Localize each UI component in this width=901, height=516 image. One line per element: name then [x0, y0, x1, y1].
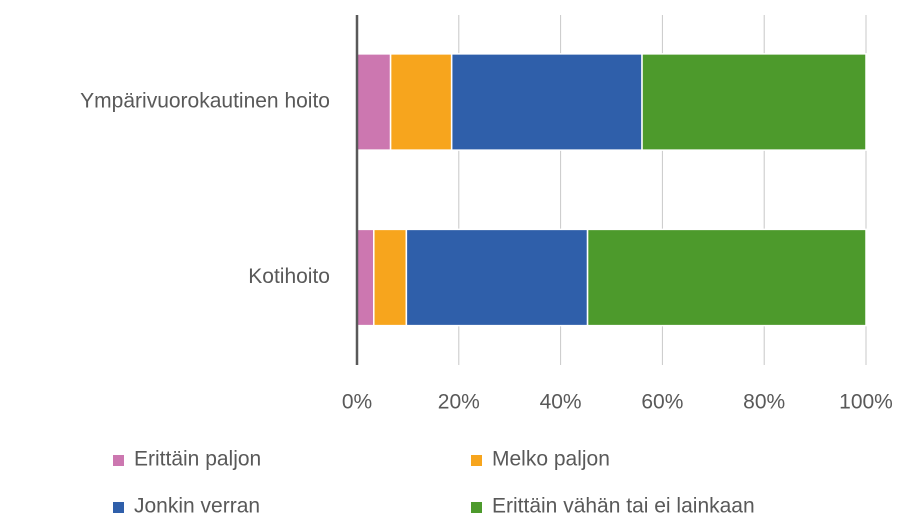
- bar-segment: [450, 53, 643, 151]
- bar-segment: [356, 228, 375, 327]
- x-tick-label: 0%: [342, 391, 372, 414]
- legend-swatch: [471, 502, 482, 513]
- category-label: Ympärivuorokautinen hoito: [80, 90, 330, 113]
- legend-swatch: [113, 502, 124, 513]
- legend-label: Jonkin verran: [134, 495, 260, 516]
- legend-swatch: [471, 455, 482, 466]
- bar-segment: [389, 53, 453, 151]
- x-tick-label: 80%: [743, 391, 785, 414]
- x-tick-label: 40%: [540, 391, 582, 414]
- legend-swatch: [113, 455, 124, 466]
- x-tick-label: 20%: [438, 391, 480, 414]
- bar-segment: [373, 228, 408, 327]
- legend-label: Melko paljon: [492, 448, 610, 471]
- bar-segment: [356, 53, 392, 151]
- legend-label: Erittäin vähän tai ei lainkaan: [492, 495, 755, 516]
- bar-segment: [405, 228, 589, 327]
- legend-label: Erittäin paljon: [134, 448, 261, 471]
- x-tick-label: 60%: [641, 391, 683, 414]
- x-tick-label: 100%: [839, 391, 893, 414]
- bar-segment: [586, 228, 867, 327]
- bar-segment: [641, 53, 867, 151]
- category-label: Kotihoito: [248, 265, 330, 288]
